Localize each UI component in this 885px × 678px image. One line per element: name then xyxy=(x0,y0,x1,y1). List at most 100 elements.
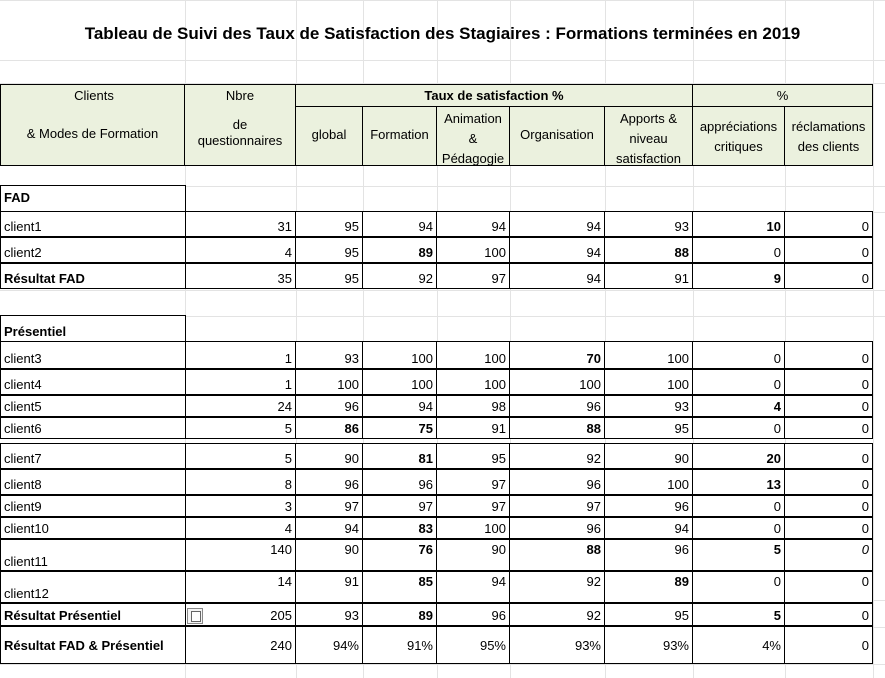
row-q-cell[interactable]: 3 xyxy=(185,495,296,517)
row-g-cell[interactable]: 97 xyxy=(296,495,363,517)
row-label[interactable]: client3 xyxy=(0,341,185,369)
row-o-cell[interactable]: 96 xyxy=(510,517,605,539)
row-label[interactable]: client1 xyxy=(0,211,185,237)
row-ap-cell[interactable]: 91 xyxy=(605,263,693,289)
row-c-cell[interactable]: 10 xyxy=(693,211,785,237)
row-a-cell[interactable]: 97 xyxy=(437,469,510,495)
row-q-cell[interactable]: 240 xyxy=(185,626,296,664)
row-f-cell[interactable]: 81 xyxy=(363,443,437,469)
row-o-cell[interactable]: 70 xyxy=(510,341,605,369)
row-q-cell[interactable]: 8 xyxy=(185,469,296,495)
row-o-cell[interactable]: 96 xyxy=(510,469,605,495)
row-label[interactable]: client2 xyxy=(0,237,185,263)
row-label[interactable]: client12 xyxy=(0,571,185,603)
row-c-cell[interactable]: 0 xyxy=(693,495,785,517)
row-q-cell[interactable]: 5 xyxy=(185,417,296,439)
row-r-cell[interactable]: 0 xyxy=(785,341,873,369)
row-r-cell[interactable]: 0 xyxy=(785,395,873,417)
row-ap-cell[interactable]: 95 xyxy=(605,603,693,626)
row-label[interactable]: client4 xyxy=(0,369,185,395)
header-appreciations[interactable]: appréciations critiques xyxy=(693,106,785,166)
row-o-cell[interactable]: 88 xyxy=(510,417,605,439)
row-g-cell[interactable]: 93 xyxy=(296,603,363,626)
row-c-cell[interactable]: 13 xyxy=(693,469,785,495)
row-a-cell[interactable]: 95 xyxy=(437,443,510,469)
row-a-cell[interactable]: 97 xyxy=(437,263,510,289)
row-q-cell[interactable]: 14 xyxy=(185,571,296,603)
row-label[interactable]: Résultat FAD & Présentiel xyxy=(0,626,185,664)
row-r-cell[interactable]: 0 xyxy=(785,626,873,664)
row-q-cell[interactable]: 140 xyxy=(185,539,296,571)
row-o-cell[interactable]: 94 xyxy=(510,211,605,237)
row-ap-cell[interactable]: 100 xyxy=(605,469,693,495)
row-label[interactable]: Résultat Présentiel xyxy=(0,603,185,626)
row-a-cell[interactable]: 90 xyxy=(437,539,510,571)
row-f-cell[interactable]: 83 xyxy=(363,517,437,539)
row-f-cell[interactable]: 97 xyxy=(363,495,437,517)
row-ap-cell[interactable]: 100 xyxy=(605,369,693,395)
row-g-cell[interactable]: 96 xyxy=(296,395,363,417)
row-r-cell[interactable]: 0 xyxy=(785,603,873,626)
row-g-cell[interactable]: 94% xyxy=(296,626,363,664)
row-r-cell[interactable]: 0 xyxy=(785,469,873,495)
row-a-cell[interactable]: 98 xyxy=(437,395,510,417)
row-f-cell[interactable]: 96 xyxy=(363,469,437,495)
row-c-cell[interactable]: 5 xyxy=(693,539,785,571)
row-g-cell[interactable]: 95 xyxy=(296,263,363,289)
row-o-cell[interactable]: 92 xyxy=(510,443,605,469)
row-r-cell[interactable]: 0 xyxy=(785,539,873,571)
row-g-cell[interactable]: 96 xyxy=(296,469,363,495)
row-r-cell[interactable]: 0 xyxy=(785,263,873,289)
row-q-cell[interactable]: 4 xyxy=(185,237,296,263)
row-c-cell[interactable]: 9 xyxy=(693,263,785,289)
row-f-cell[interactable]: 94 xyxy=(363,211,437,237)
header-taux[interactable]: Taux de satisfaction % xyxy=(296,84,693,107)
row-r-cell[interactable]: 0 xyxy=(785,417,873,439)
row-ap-cell[interactable]: 96 xyxy=(605,495,693,517)
row-q-cell[interactable]: 31 xyxy=(185,211,296,237)
row-a-cell[interactable]: 100 xyxy=(437,237,510,263)
row-r-cell[interactable]: 0 xyxy=(785,211,873,237)
header-formation[interactable]: Formation xyxy=(363,106,437,166)
row-ap-cell[interactable]: 88 xyxy=(605,237,693,263)
row-c-cell[interactable]: 4 xyxy=(693,395,785,417)
row-o-cell[interactable]: 94 xyxy=(510,237,605,263)
row-f-cell[interactable]: 92 xyxy=(363,263,437,289)
section-fad[interactable]: FAD xyxy=(0,185,186,212)
row-o-cell[interactable]: 94 xyxy=(510,263,605,289)
row-f-cell[interactable]: 75 xyxy=(363,417,437,439)
header-apports[interactable]: Apports & niveau satisfaction xyxy=(605,106,693,166)
row-q-cell[interactable]: 5 xyxy=(185,443,296,469)
row-f-cell[interactable]: 89 xyxy=(363,237,437,263)
row-q-cell[interactable]: 205 xyxy=(185,603,296,626)
row-c-cell[interactable]: 0 xyxy=(693,341,785,369)
row-label[interactable]: Résultat FAD xyxy=(0,263,185,289)
header-questionnaires[interactable]: de questionnaires xyxy=(185,106,296,166)
row-o-cell[interactable]: 100 xyxy=(510,369,605,395)
row-f-cell[interactable]: 89 xyxy=(363,603,437,626)
row-f-cell[interactable]: 100 xyxy=(363,369,437,395)
row-g-cell[interactable]: 91 xyxy=(296,571,363,603)
row-ap-cell[interactable]: 93 xyxy=(605,211,693,237)
row-q-cell[interactable]: 4 xyxy=(185,517,296,539)
row-g-cell[interactable]: 90 xyxy=(296,539,363,571)
row-ap-cell[interactable]: 93 xyxy=(605,395,693,417)
row-o-cell[interactable]: 97 xyxy=(510,495,605,517)
row-label[interactable]: client10 xyxy=(0,517,185,539)
row-label[interactable]: client11 xyxy=(0,539,185,571)
row-c-cell[interactable]: 0 xyxy=(693,571,785,603)
row-q-cell[interactable]: 35 xyxy=(185,263,296,289)
row-a-cell[interactable]: 94 xyxy=(437,211,510,237)
row-a-cell[interactable]: 100 xyxy=(437,341,510,369)
header-modes[interactable]: & Modes de Formation xyxy=(0,106,185,166)
row-q-cell[interactable]: 1 xyxy=(185,369,296,395)
header-organisation[interactable]: Organisation xyxy=(510,106,605,166)
row-q-cell[interactable]: 24 xyxy=(185,395,296,417)
row-ap-cell[interactable]: 89 xyxy=(605,571,693,603)
row-label[interactable]: client8 xyxy=(0,469,185,495)
row-r-cell[interactable]: 0 xyxy=(785,517,873,539)
row-f-cell[interactable]: 76 xyxy=(363,539,437,571)
paste-options-icon[interactable] xyxy=(187,608,203,624)
row-q-cell[interactable]: 1 xyxy=(185,341,296,369)
row-a-cell[interactable]: 97 xyxy=(437,495,510,517)
